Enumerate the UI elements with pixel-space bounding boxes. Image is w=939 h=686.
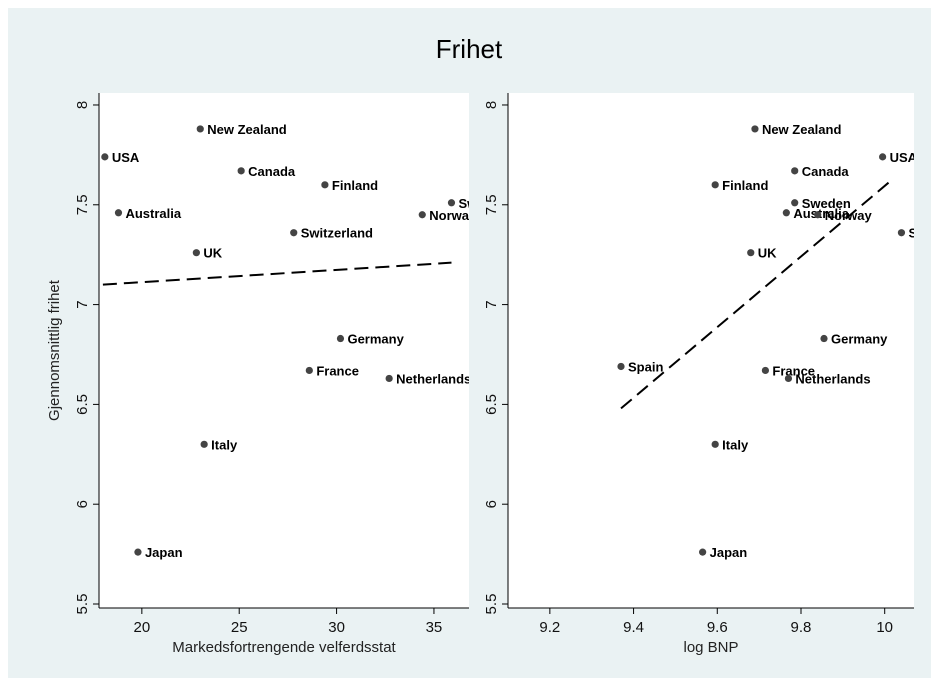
- point-label: Swe: [458, 196, 484, 211]
- point-label: Netherlands: [396, 371, 471, 386]
- x-tick-label: 9.6: [707, 619, 728, 636]
- data-point: [782, 209, 790, 217]
- point-label: Spain: [628, 359, 663, 374]
- data-point: [196, 125, 204, 133]
- data-point: [711, 440, 719, 448]
- data-point: [879, 153, 887, 161]
- point-label: Australia: [793, 206, 849, 221]
- fit-line: [620, 178, 894, 410]
- y-tick-label: 6: [483, 500, 500, 508]
- point-label: France: [772, 363, 815, 378]
- data-point: [305, 366, 313, 375]
- data-point: [134, 548, 142, 556]
- y-tick-label: 6.5: [74, 394, 91, 415]
- data-point: [699, 548, 707, 556]
- point-label: Norway: [429, 208, 477, 223]
- figure-background: Frihet 5.5 6 6.5 7 7.5 8 20 25 30 35 Markedsfortre…: [8, 8, 931, 678]
- point-labels: New Zealand USA Canada Finland SwedenAustral…: [628, 122, 931, 560]
- data-point: [114, 209, 123, 217]
- point-label: Italy: [211, 437, 238, 452]
- point-label: Finland: [332, 178, 378, 193]
- x-tick-label: 20: [133, 619, 150, 636]
- scatter-chart: Frihet 5.5 6 6.5 7 7.5 8 20 25 30 35 Markedsfortre…: [46, 34, 931, 656]
- y-tick-label: 5.5: [74, 594, 91, 615]
- panel-welfare-state: 5.5 6 6.5 7 7.5 8 20 25 30 35 Markedsfortrengende …: [46, 93, 484, 656]
- point-label: Germany: [831, 332, 888, 347]
- plot-area: [508, 93, 914, 608]
- point-label: USA: [890, 150, 918, 165]
- point-label: Australia: [125, 206, 181, 221]
- point-label: Netherlands: [795, 371, 870, 386]
- y-tick-label: 7.5: [483, 194, 500, 215]
- data-point: [751, 125, 759, 133]
- point-label: Canada: [802, 164, 850, 179]
- x-tick-label: 9.8: [791, 619, 812, 636]
- y-axis-label: Gjennomsnittlig frihet: [46, 279, 63, 421]
- point-label: New Zealand: [762, 122, 842, 137]
- data-point: [617, 362, 625, 371]
- point-label: Switzerland: [301, 226, 373, 241]
- data-point: [711, 181, 719, 189]
- point-label: USA: [112, 150, 140, 165]
- point-label: Italy: [722, 437, 749, 452]
- point-label: France: [316, 363, 359, 378]
- data-point: [290, 229, 298, 237]
- data-point: [192, 249, 200, 257]
- data-point: [791, 199, 799, 207]
- data-point: [200, 440, 208, 448]
- point-label: Canada: [248, 164, 296, 179]
- y-tick-label: 8: [74, 101, 91, 109]
- plot-area: [99, 93, 469, 608]
- y-tick-label: 5.5: [483, 594, 500, 615]
- x-tick-label: 35: [426, 619, 443, 636]
- data-point: [321, 181, 329, 189]
- data-point: [237, 167, 245, 175]
- data-point: [814, 211, 822, 219]
- y-tick-label: 6: [74, 500, 91, 508]
- point-label: New Zealand: [207, 122, 287, 137]
- point-label: Finland: [722, 178, 768, 193]
- y-tick-label: 7.5: [74, 194, 91, 215]
- data-point: [761, 366, 770, 375]
- data-point: [418, 211, 426, 219]
- y-tick-label: 7: [74, 300, 91, 308]
- point-label: UK: [758, 246, 777, 261]
- x-tick-label: 9.2: [539, 619, 560, 636]
- point-label: Swit: [908, 226, 931, 241]
- x-tick-label: 25: [231, 619, 248, 636]
- panel-log-gdp: 5.5 6 6.5 7 7.5 8 9.2 9.4 9.6 9.8 10 log BNP New Zea…: [483, 93, 931, 656]
- data-point: [747, 249, 755, 257]
- data-point: [447, 199, 456, 207]
- data-point: [784, 374, 793, 383]
- x-tick-label: 9.4: [623, 619, 644, 636]
- y-tick-label: 8: [483, 101, 500, 109]
- chart-title: Frihet: [436, 34, 503, 64]
- x-axis-label: log BNP: [683, 639, 738, 656]
- point-label: UK: [203, 246, 222, 261]
- data-point: [820, 334, 828, 343]
- data-point: [336, 334, 345, 343]
- data-point: [101, 153, 109, 161]
- x-tick-label: 30: [328, 619, 345, 636]
- point-label: Germany: [347, 332, 404, 347]
- data-point: [791, 167, 799, 175]
- fit-line: [102, 261, 452, 286]
- point-label: Norway: [825, 208, 873, 223]
- x-axis-label: Markedsfortrengende velferdsstat: [172, 639, 396, 656]
- y-tick-label: 7: [483, 300, 500, 308]
- point-label: Sweden: [802, 196, 851, 211]
- data-point: [385, 374, 393, 383]
- x-tick-label: 10: [876, 619, 893, 636]
- y-tick-label: 6.5: [483, 394, 500, 415]
- point-label: Japan: [145, 545, 183, 560]
- data-point: [897, 229, 906, 237]
- point-label: Japan: [710, 545, 748, 560]
